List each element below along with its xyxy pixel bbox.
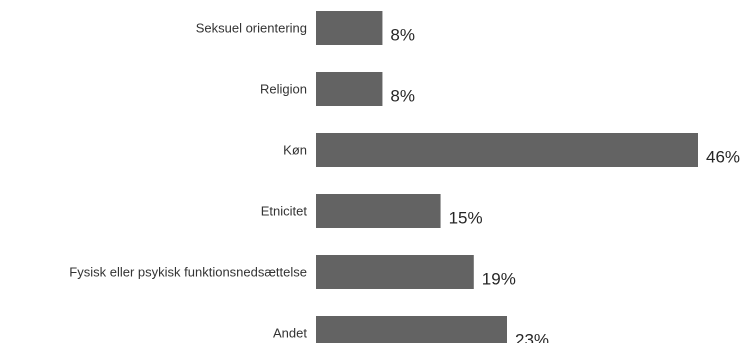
value-label: 15% xyxy=(449,209,483,228)
category-label: Andet xyxy=(273,326,307,341)
bar-3 xyxy=(316,194,441,228)
bar-1 xyxy=(316,72,383,106)
bar-0 xyxy=(316,11,383,45)
value-label: 46% xyxy=(706,148,740,167)
category-label: Køn xyxy=(283,143,307,158)
bars xyxy=(316,11,698,343)
bar-5 xyxy=(316,316,507,343)
value-label: 19% xyxy=(482,270,516,289)
bar-4 xyxy=(316,255,474,289)
category-label: Etnicitet xyxy=(261,204,308,219)
category-label: Fysisk eller psykisk funktionsnedsættels… xyxy=(69,265,307,280)
value-label: 8% xyxy=(390,87,415,106)
value-label: 8% xyxy=(390,26,415,45)
category-labels: Seksuel orientering Religion Køn Etnicitet F… xyxy=(69,21,307,341)
value-labels: 8% 8% 46% 15% 19% 23% xyxy=(390,26,740,343)
value-label: 23% xyxy=(515,331,549,343)
category-label: Seksuel orientering xyxy=(196,21,307,36)
bar-2 xyxy=(316,133,698,167)
category-label: Religion xyxy=(260,82,307,97)
